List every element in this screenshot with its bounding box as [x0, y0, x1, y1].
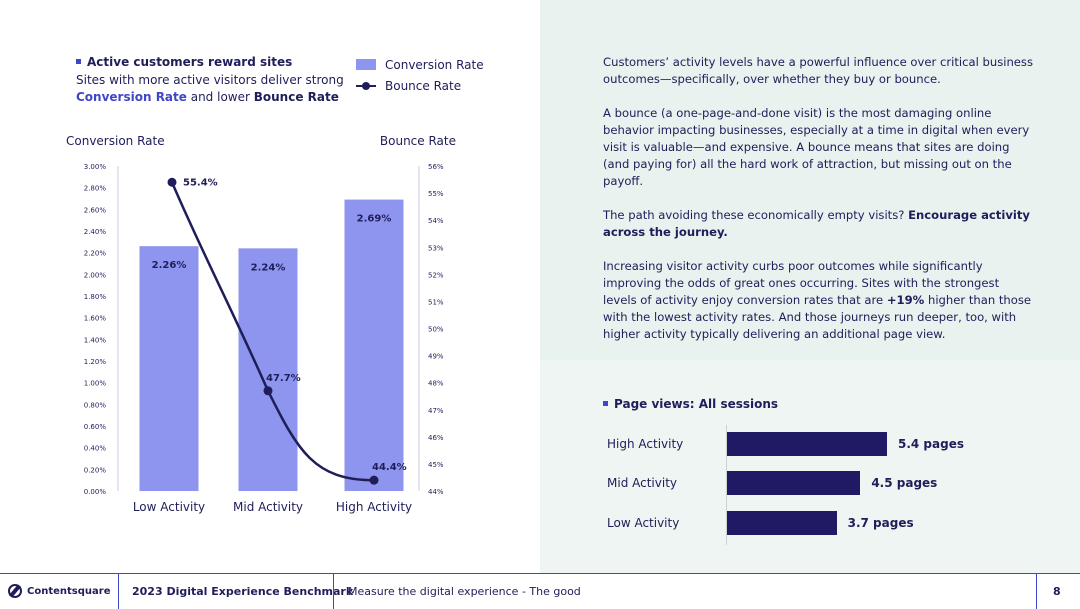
- right-tick-label: 50%: [428, 326, 444, 334]
- left-tick-label: 1.00%: [84, 380, 107, 388]
- page-views-row: Mid Activity 4.5 pages: [607, 470, 1027, 496]
- left-tick-label: 2.40%: [84, 228, 107, 236]
- page-views-row-label: Mid Activity: [607, 476, 677, 490]
- right-tick-label: 48%: [428, 380, 444, 388]
- right-axis-title: Bounce Rate: [380, 134, 456, 148]
- page-views-row-label: Low Activity: [607, 516, 680, 530]
- page-views-row: Low Activity 3.7 pages: [607, 510, 1027, 536]
- paragraph-3: The path avoiding these economically emp…: [603, 208, 1030, 239]
- page-number: 8: [1053, 585, 1061, 598]
- right-tick-label: 53%: [428, 244, 444, 252]
- footer-divider: [333, 574, 334, 609]
- footer-divider: [1036, 574, 1037, 609]
- page-views-bar: [727, 471, 861, 495]
- footer-divider: [118, 574, 119, 609]
- right-tick-label: 49%: [428, 353, 444, 361]
- section-title: Measure the digital experience - The goo…: [348, 585, 581, 598]
- category-label: High Activity: [336, 500, 412, 514]
- bar-value-label: 2.69%: [357, 214, 392, 225]
- line-value-label: 55.4%: [183, 177, 218, 188]
- chart-legend: Conversion Rate Bounce Rate: [356, 54, 484, 96]
- footer: Contentsquare 2023 Digital Experience Be…: [0, 573, 1080, 609]
- bounce-rate-point: [369, 475, 379, 485]
- left-tick-label: 1.40%: [84, 336, 107, 344]
- page-views-bar: [727, 511, 837, 535]
- bar-conversion-rate: [344, 199, 404, 492]
- brand: Contentsquare: [8, 584, 110, 598]
- legend-item-bounce: Bounce Rate: [356, 75, 484, 96]
- left-tick-label: 0.00%: [84, 488, 107, 496]
- right-tick-label: 56%: [428, 163, 444, 171]
- left-tick-label: 0.20%: [84, 466, 107, 474]
- text-panel-bg: [540, 0, 1080, 360]
- right-tick-label: 44%: [428, 488, 444, 496]
- left-tick-label: 0.40%: [84, 445, 107, 453]
- bullet-square-icon: [603, 401, 608, 406]
- left-tick-label: 2.00%: [84, 271, 107, 279]
- page-views-row-label: High Activity: [607, 437, 684, 451]
- bounce-rate-line: [170, 181, 375, 482]
- page-views-value-label: 5.4 pages: [898, 437, 964, 451]
- right-tick-label: 45%: [428, 461, 444, 469]
- left-axis-title: Conversion Rate: [66, 134, 165, 148]
- bar-conversion-rate: [139, 246, 199, 491]
- report-title: 2023 Digital Experience Benchmark: [132, 585, 354, 598]
- page-views-bar: [727, 432, 887, 456]
- left-tick-label: 1.20%: [84, 358, 107, 366]
- right-tick-label: 51%: [428, 298, 444, 306]
- line-marker-icon: [356, 80, 376, 92]
- chart-title: Active customers reward sites: [76, 55, 292, 69]
- left-tick-label: 1.80%: [84, 293, 107, 301]
- page-views-value-label: 4.5 pages: [871, 476, 938, 490]
- page-views-panel-bg: [540, 360, 1080, 573]
- bounce-rate-point: [263, 386, 273, 396]
- page-views-row: High Activity 5.4 pages: [607, 431, 1027, 457]
- line-value-label: 44.4%: [372, 462, 407, 473]
- right-tick-label: 55%: [428, 190, 444, 198]
- page-views-value-label: 3.7 pages: [847, 516, 914, 530]
- right-tick-label: 54%: [428, 217, 444, 225]
- category-label: Mid Activity: [233, 500, 303, 514]
- bounce-rate-point: [167, 177, 177, 187]
- line-value-label: 47.7%: [266, 373, 301, 384]
- bar-value-label: 2.26%: [152, 260, 187, 271]
- chart-title-text: Active customers reward sites: [87, 55, 293, 69]
- left-tick-label: 2.20%: [84, 250, 107, 258]
- paragraph-1: Customers’ activity levels have a powerf…: [603, 55, 1034, 86]
- combo-chart: Conversion Rate Bounce Rate 0.00% 0.20% 0.40…: [66, 134, 456, 514]
- page-views-title: Page views: All sessions: [603, 397, 778, 411]
- paragraph-2: A bounce (a one-page-and-done visit) is …: [603, 106, 1030, 188]
- category-label: Low Activity: [133, 500, 205, 514]
- page-views-axis: [726, 425, 727, 545]
- bullet-square-icon: [76, 59, 81, 64]
- legend-item-conversion: Conversion Rate: [356, 54, 484, 75]
- bar-conversion-rate: [238, 248, 298, 491]
- left-tick-label: 0.80%: [84, 401, 107, 409]
- paragraph-4: Increasing visitor activity curbs poor o…: [603, 259, 1032, 341]
- bar-swatch-icon: [356, 59, 376, 70]
- contentsquare-logo-icon: [8, 584, 22, 598]
- right-tick-label: 47%: [428, 407, 444, 415]
- left-tick-label: 3.00%: [84, 163, 107, 171]
- left-tick-label: 0.60%: [84, 423, 107, 431]
- bar-value-label: 2.24%: [251, 262, 286, 273]
- left-tick-label: 1.60%: [84, 315, 107, 323]
- right-tick-label: 52%: [428, 271, 444, 279]
- body-text: Customers’ activity levels have a powerf…: [603, 54, 1033, 360]
- chart-subtitle: Sites with more active visitors deliver …: [76, 73, 344, 104]
- left-tick-label: 2.60%: [84, 206, 107, 214]
- left-tick-label: 2.80%: [84, 185, 107, 193]
- right-tick-label: 46%: [428, 434, 444, 442]
